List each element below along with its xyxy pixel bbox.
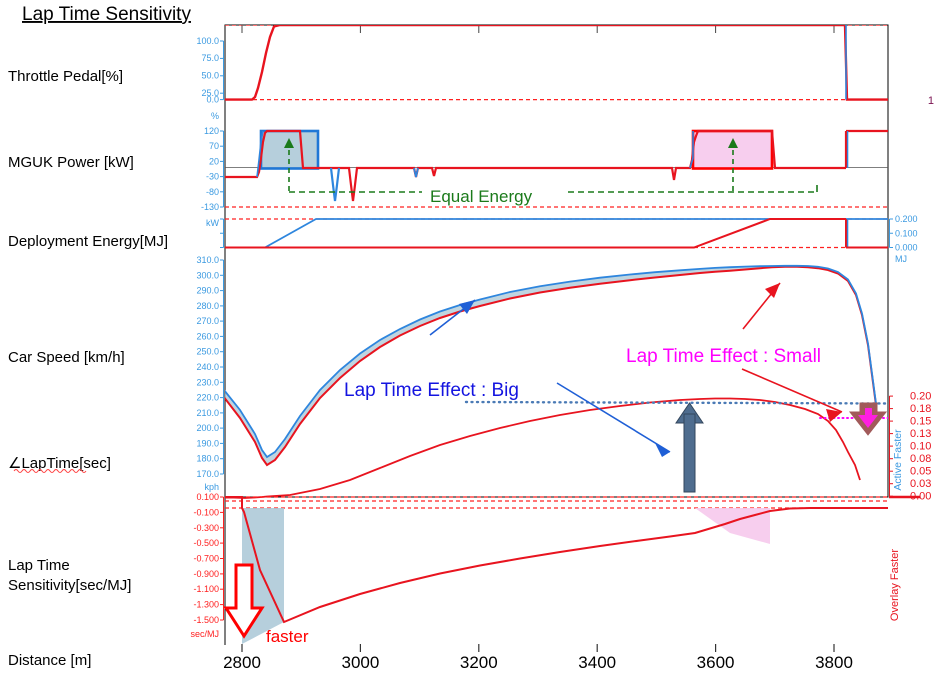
svg-text:190.0: 190.0 [196, 438, 219, 448]
svg-text:120: 120 [204, 126, 219, 136]
svg-text:0.08: 0.08 [910, 453, 931, 465]
svg-text:%: % [211, 111, 219, 121]
svg-text:50.0: 50.0 [201, 71, 219, 81]
svg-text:Active Faster: Active Faster [892, 429, 904, 491]
svg-text:0.10: 0.10 [910, 441, 931, 453]
svg-text:70: 70 [209, 141, 219, 151]
svg-text:-1.100: -1.100 [193, 584, 219, 594]
svg-text:-0.100: -0.100 [193, 507, 219, 517]
svg-text:210.0: 210.0 [196, 408, 219, 418]
svg-text:270.0: 270.0 [196, 316, 219, 326]
svg-text:Equal Energy: Equal Energy [430, 187, 533, 206]
svg-text:1: 1 [928, 95, 934, 107]
svg-text:-0.300: -0.300 [193, 523, 219, 533]
svg-text:0.20: 0.20 [910, 391, 931, 403]
svg-text:MJ: MJ [895, 254, 907, 264]
svg-text:0.15: 0.15 [910, 416, 931, 428]
svg-text:0.0: 0.0 [206, 95, 219, 105]
svg-text:100.0: 100.0 [196, 36, 219, 46]
svg-text:-0.500: -0.500 [193, 538, 219, 548]
svg-text:kph: kph [204, 482, 219, 492]
svg-text:Lap Time: Lap Time [8, 557, 70, 574]
svg-text:Sensitivity[sec/MJ]: Sensitivity[sec/MJ] [8, 577, 131, 594]
svg-text:0.100: 0.100 [895, 228, 918, 238]
svg-text:Car Speed [km/h]: Car Speed [km/h] [8, 349, 125, 366]
svg-text:3000: 3000 [341, 653, 379, 672]
svg-text:Lap Time Effect : Small: Lap Time Effect : Small [626, 346, 821, 367]
svg-text:-80: -80 [206, 187, 219, 197]
svg-text:Distance [m]: Distance [m] [8, 652, 91, 669]
svg-text:-1.300: -1.300 [193, 600, 219, 610]
svg-text:290.0: 290.0 [196, 286, 219, 296]
svg-text:-1.500: -1.500 [193, 615, 219, 625]
svg-text:20: 20 [209, 156, 219, 166]
svg-text:240.0: 240.0 [196, 362, 219, 372]
svg-text:Lap Time Effect : Big: Lap Time Effect : Big [344, 380, 519, 401]
svg-text:0.000: 0.000 [895, 243, 918, 253]
svg-text:-130: -130 [201, 202, 219, 212]
svg-text:250.0: 250.0 [196, 347, 219, 357]
svg-text:faster: faster [266, 627, 309, 646]
svg-text:310.0: 310.0 [196, 255, 219, 265]
svg-text:180.0: 180.0 [196, 454, 219, 464]
svg-text:0.100: 0.100 [196, 492, 219, 502]
svg-text:kW: kW [206, 218, 220, 228]
svg-text:75.0: 75.0 [201, 53, 219, 63]
svg-text:230.0: 230.0 [196, 377, 219, 387]
svg-text:220.0: 220.0 [196, 393, 219, 403]
svg-text:0.13: 0.13 [910, 428, 931, 440]
svg-text:-0.900: -0.900 [193, 569, 219, 579]
svg-text:-30: -30 [206, 172, 219, 182]
svg-text:0.200: 0.200 [895, 214, 918, 224]
svg-text:0.18: 0.18 [910, 403, 931, 415]
svg-text:Throttle Pedal[%]: Throttle Pedal[%] [8, 68, 123, 85]
svg-text:280.0: 280.0 [196, 301, 219, 311]
svg-text:3400: 3400 [578, 653, 616, 672]
svg-text:2800: 2800 [223, 653, 261, 672]
svg-text:260.0: 260.0 [196, 331, 219, 341]
svg-text:170.0: 170.0 [196, 469, 219, 479]
svg-text:300.0: 300.0 [196, 270, 219, 280]
svg-text:Lap Time Sensitivity: Lap Time Sensitivity [22, 4, 191, 25]
svg-text:3800: 3800 [815, 653, 853, 672]
svg-text:0.05: 0.05 [910, 466, 931, 478]
svg-text:-0.700: -0.700 [193, 554, 219, 564]
svg-text:200.0: 200.0 [196, 423, 219, 433]
svg-text:Deployment Energy[MJ]: Deployment Energy[MJ] [8, 233, 168, 250]
svg-text:sec/MJ: sec/MJ [190, 629, 219, 639]
svg-text:3200: 3200 [460, 653, 498, 672]
svg-text:3600: 3600 [697, 653, 735, 672]
svg-text:MGUK Power [kW]: MGUK Power [kW] [8, 154, 134, 171]
svg-text:0.03: 0.03 [910, 478, 931, 490]
svg-text:Overlay Faster: Overlay Faster [889, 549, 901, 621]
